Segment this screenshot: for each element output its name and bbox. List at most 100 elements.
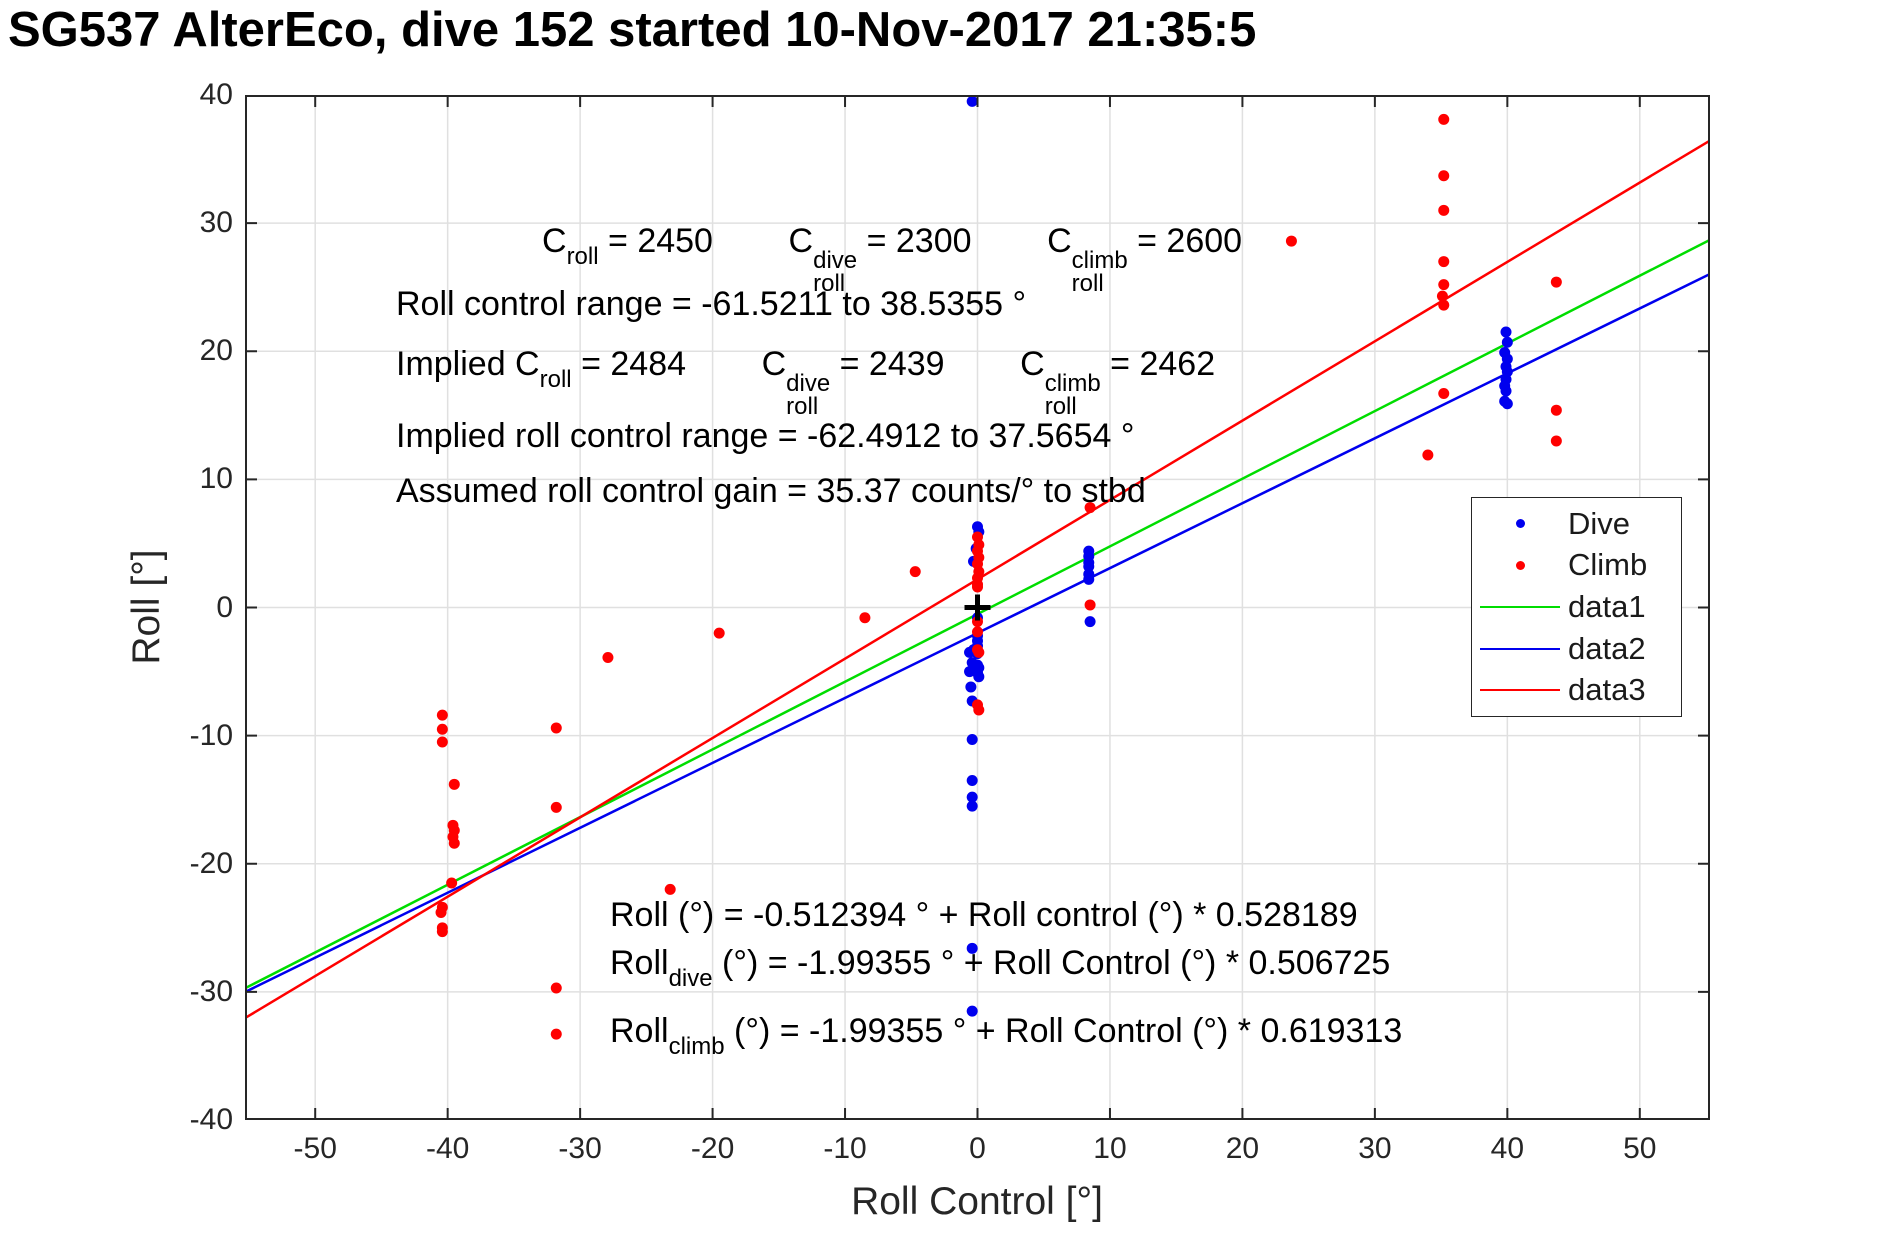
x-tick-label: -50 (293, 1132, 337, 1165)
y-tick-label: -40 (189, 1103, 233, 1136)
scatter-point-dive (966, 95, 978, 107)
legend: Dive Climb data1 data2 data3 (1471, 497, 1682, 717)
x-tick-label: -20 (690, 1132, 735, 1165)
scatter-point-climb (1438, 299, 1450, 311)
y-tick-label: 20 (199, 334, 233, 368)
scatter-point-climb (972, 616, 983, 628)
scatter-point-climb (1422, 449, 1434, 461)
scatter-point-climb (973, 646, 985, 658)
scatter-point-dive (966, 1005, 978, 1017)
x-tick-label: 30 (1358, 1132, 1392, 1165)
scatter-point-dive (965, 681, 977, 693)
legend-label: Climb (1568, 547, 1648, 583)
scatter-point-dive (1083, 573, 1095, 585)
scatter-point-dive (966, 800, 978, 812)
scatter-point-climb (436, 736, 448, 748)
scatter-point-climb (448, 837, 460, 849)
scatter-point-climb (436, 723, 448, 735)
x-tick-label: -40 (425, 1132, 470, 1165)
y-tick-label: -30 (189, 974, 233, 1008)
annotation-roll-control-range: Roll control range = -61.5211 to 38.5355… (396, 285, 1027, 323)
scatter-point-dive (973, 671, 985, 683)
scatter-point-dive (1083, 561, 1095, 572)
scatter-point-dive (966, 774, 978, 786)
legend-item-data3: data3 (1472, 670, 1681, 710)
x-tick-label: 40 (1490, 1132, 1525, 1165)
scatter-point-climb (859, 612, 871, 624)
legend-line-marker (1472, 647, 1568, 650)
plot-area (245, 95, 1710, 1120)
scatter-point-climb (972, 581, 983, 593)
scatter-point-climb (550, 982, 562, 994)
scatter-point-climb (973, 704, 985, 716)
scatter-point-climb (664, 883, 676, 895)
scatter-point-climb (1438, 204, 1450, 216)
legend-item-data1: data1 (1472, 587, 1681, 627)
scatter-point-climb (713, 627, 725, 639)
figure-title: SG537 AlterEco, dive 152 started 10-Nov-… (8, 3, 1257, 57)
scatter-point-dive (966, 733, 978, 745)
y-tick-label: 10 (199, 462, 233, 496)
scatter-point-dive (966, 942, 978, 954)
y-tick-label: 40 (199, 78, 233, 111)
scatter-point-climb (602, 651, 614, 663)
scatter-point-dive (1500, 326, 1512, 338)
x-axis-label: Roll Control [°] (851, 1180, 1103, 1223)
legend-line-marker (1472, 605, 1568, 608)
legend-item-data2: data2 (1472, 629, 1681, 669)
legend-item-climb: Climb (1472, 545, 1681, 585)
legend-dot-marker (1472, 519, 1568, 529)
legend-line-marker (1472, 689, 1568, 692)
scatter-point-climb (1285, 235, 1297, 247)
scatter-point-climb (1438, 388, 1450, 400)
scatter-point-dive (1501, 398, 1513, 410)
scatter-point-climb (1550, 404, 1562, 416)
legend-dot-marker (1472, 560, 1568, 570)
annotation-fit-climb: Rollclimb (°) = -1.99355 ° + Roll Contro… (610, 1012, 1403, 1060)
x-tick-label: 20 (1225, 1132, 1260, 1165)
y-axis-label: Roll [°] (125, 549, 168, 665)
y-tick-label: -20 (189, 846, 233, 880)
scatter-point-climb (1436, 290, 1448, 302)
x-tick-label: 10 (1093, 1132, 1127, 1165)
scatter-point-climb (550, 722, 562, 734)
scatter-point-climb (550, 1028, 562, 1040)
scatter-point-dive (1501, 336, 1513, 348)
scatter-point-climb (1550, 435, 1562, 447)
x-tick-label: 0 (969, 1132, 986, 1165)
y-tick-label: -10 (189, 718, 233, 752)
scatter-point-dive (966, 791, 978, 803)
annotation-fit-all: Roll (°) = -0.512394 ° + Roll control (°… (610, 896, 1358, 934)
scatter-point-climb (1438, 256, 1450, 268)
scatter-point-climb (972, 626, 983, 638)
scatter-point-climb (436, 709, 448, 721)
y-tick-label: 0 (216, 590, 233, 624)
scatter-point-dive (1500, 385, 1512, 397)
legend-label: data2 (1568, 630, 1646, 666)
legend-label: data1 (1568, 588, 1646, 624)
scatter-point-climb (436, 926, 448, 938)
scatter-point-climb (1438, 170, 1450, 182)
legend-label: data3 (1568, 672, 1646, 708)
x-tick-label: 50 (1623, 1132, 1657, 1165)
plot-canvas (245, 95, 1710, 1120)
scatter-point-climb (1084, 599, 1096, 611)
annotation-assumed-gain: Assumed roll control gain = 35.37 counts… (396, 472, 1146, 510)
annotation-fit-dive: Rolldive (°) = -1.99355 ° + Roll Control… (610, 944, 1391, 992)
scatter-point-climb (435, 906, 447, 918)
scatter-point-climb (550, 801, 562, 813)
x-tick-label: -10 (823, 1132, 867, 1165)
scatter-point-climb (909, 566, 921, 578)
scatter-point-climb (446, 877, 458, 889)
scatter-point-climb (1438, 279, 1450, 291)
legend-item-dive: Dive (1472, 504, 1681, 544)
scatter-point-dive (1084, 616, 1096, 628)
scatter-point-climb (1550, 276, 1562, 288)
y-tick-label: 30 (199, 206, 233, 240)
scatter-point-climb (448, 778, 460, 790)
legend-label: Dive (1568, 505, 1631, 541)
x-tick-label: -30 (558, 1132, 602, 1165)
